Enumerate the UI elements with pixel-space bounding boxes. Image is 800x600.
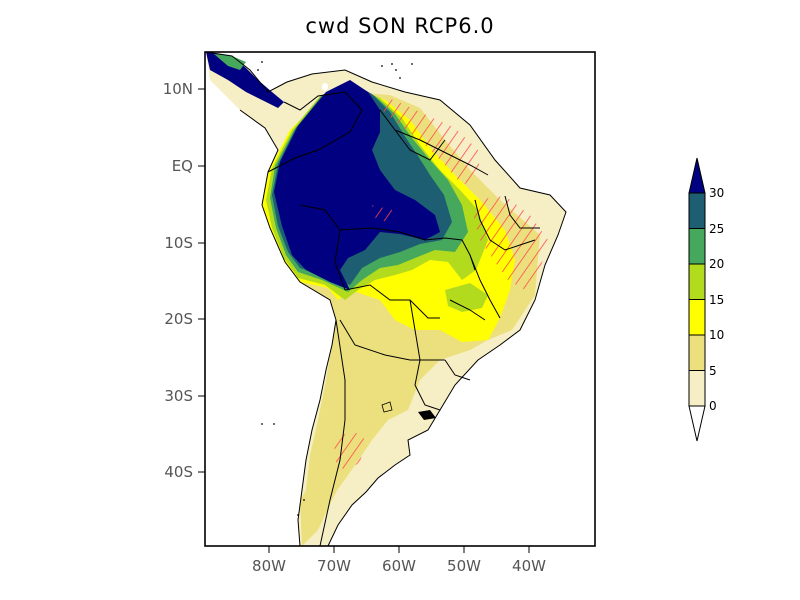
colorbar-label-5: 5: [709, 364, 717, 378]
colorbar-label-30: 30: [709, 186, 724, 200]
lake-outline: [381, 401, 393, 413]
colorbar-label-20: 20: [709, 257, 724, 271]
colorbar-box-10-15: [688, 299, 706, 336]
country-borders: [205, 52, 567, 546]
colorbar-box-5-10: [688, 334, 706, 371]
lon-label-40w: 40W: [512, 557, 546, 575]
rio-de-la-plata: [418, 410, 436, 420]
colorbar-label-25: 25: [709, 222, 724, 236]
hatch-northeast: [474, 196, 548, 290]
colorbar-label-10: 10: [709, 328, 724, 342]
band-15-pantanal: [445, 283, 488, 312]
colorbar-box-15-20: [688, 263, 706, 300]
colorbar: 30 25 20 15 10 5 0: [688, 157, 724, 442]
longitude-axis: 80W 70W 60W 50W 40W: [252, 546, 546, 575]
lon-label-80w: 80W: [252, 557, 286, 575]
lat-label-40s: 40S: [164, 463, 193, 481]
colorbar-box-0-5: [688, 370, 706, 407]
band-30-plus: [274, 80, 440, 290]
coastline-dots: [257, 61, 413, 516]
map-content: [205, 52, 567, 546]
lat-label-10n: 10N: [163, 80, 193, 98]
hatch-guiana: [382, 96, 480, 185]
hatch-amazon: [372, 205, 392, 222]
colorbar-top-arrow: [688, 157, 706, 194]
colorbar-box-20-25: [688, 228, 706, 265]
colorbar-label-0: 0: [709, 399, 717, 413]
map-title: cwd SON RCP6.0: [305, 14, 495, 38]
lon-label-50w: 50W: [447, 557, 481, 575]
lon-label-60w: 60W: [382, 557, 416, 575]
lon-label-70w: 70W: [317, 557, 351, 575]
band-30-central-america: [206, 52, 284, 108]
colorbar-label-15: 15: [709, 293, 724, 307]
lake-maracaibo: [322, 83, 328, 91]
lat-label-eq: EQ: [172, 157, 193, 175]
lat-label-10s: 10S: [164, 234, 193, 252]
lat-label-30s: 30S: [164, 387, 193, 405]
map-frame: [204, 51, 596, 547]
land-central-america: [214, 54, 246, 70]
lat-label-20s: 20S: [164, 310, 193, 328]
latitude-axis: 10N EQ 10S 20S 30S 40S: [163, 80, 205, 481]
colorbar-box-25-30: [688, 192, 706, 229]
colorbar-bottom-arrow: [688, 405, 706, 442]
